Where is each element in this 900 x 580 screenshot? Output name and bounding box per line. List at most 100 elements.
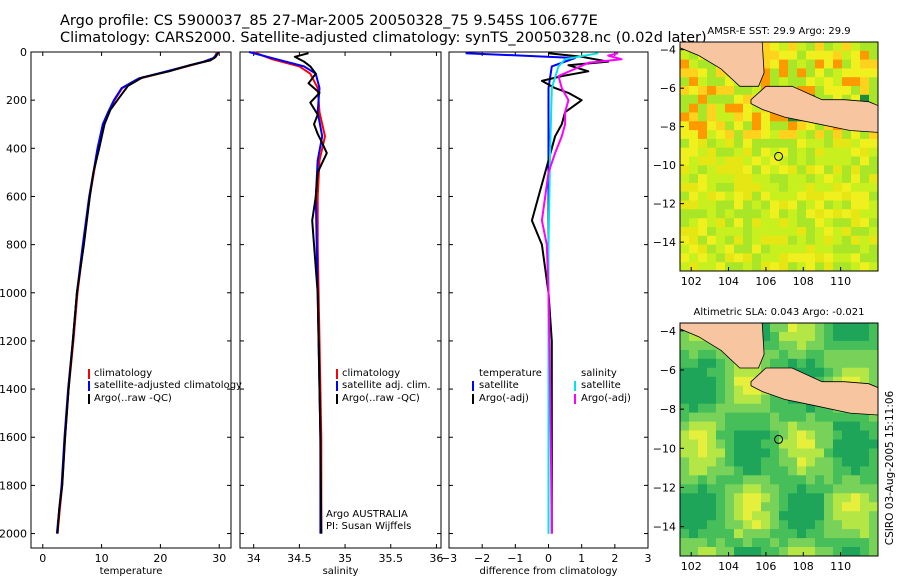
sst_map-cell bbox=[842, 156, 852, 166]
sla_map-cell bbox=[689, 547, 699, 556]
sst_map-cell bbox=[770, 209, 780, 219]
sst_map-cell bbox=[680, 68, 690, 78]
sst_map-cell bbox=[788, 218, 798, 228]
sst_map-cell bbox=[707, 182, 717, 193]
sla_map-cell bbox=[689, 520, 699, 530]
sst_map-cell bbox=[869, 182, 878, 193]
temperature-xlabel: temperature bbox=[100, 566, 163, 577]
sst_map-cell bbox=[860, 165, 870, 175]
sst_map-cell bbox=[707, 165, 717, 175]
sst_map-ytick-label: −8 bbox=[660, 121, 676, 134]
difference-legend-label: temperature bbox=[479, 368, 542, 379]
sla_map-cell bbox=[860, 493, 870, 503]
sst_map-cell bbox=[716, 138, 726, 149]
sst_map-cell bbox=[860, 59, 870, 69]
sst_map-cell bbox=[752, 218, 762, 228]
sla_map-cell bbox=[869, 520, 878, 530]
sst_map-cell bbox=[680, 86, 690, 96]
sst_map-cell bbox=[815, 182, 825, 193]
sst_map-cell bbox=[743, 200, 753, 210]
sst_map-cell bbox=[806, 218, 816, 228]
sst_map-cell bbox=[743, 191, 753, 201]
sst_map-cell bbox=[797, 59, 807, 69]
sla_map-cell bbox=[698, 358, 708, 369]
sst_map-cell bbox=[725, 200, 735, 210]
sst_map-cell bbox=[752, 112, 762, 122]
sla_map-cell bbox=[770, 475, 780, 485]
sla_map-cell bbox=[743, 484, 753, 494]
sla_map-cell bbox=[698, 484, 708, 494]
sla_map-cell bbox=[680, 394, 690, 405]
sst_map-cell bbox=[779, 42, 789, 52]
sst_map-cell bbox=[680, 103, 690, 113]
sla_map-cell bbox=[806, 466, 816, 476]
sst_map-cell bbox=[833, 130, 843, 140]
sst_map-cell bbox=[707, 130, 717, 140]
salinity-xtick-label: 36 bbox=[429, 552, 443, 565]
sst_map-cell bbox=[707, 112, 717, 122]
sst_map-cell bbox=[752, 165, 762, 175]
sla_map-cell bbox=[806, 502, 816, 512]
sla_map-cell bbox=[680, 403, 690, 414]
sla_map-cell bbox=[743, 466, 753, 476]
sst_map-cell bbox=[698, 227, 708, 237]
sla_map-cell bbox=[869, 323, 878, 333]
sst_map-cell bbox=[761, 227, 771, 237]
sst_map-cell bbox=[779, 244, 789, 254]
sst_map-cell bbox=[869, 42, 878, 52]
sla_map-cell bbox=[851, 332, 861, 342]
sst_map-cell bbox=[698, 182, 708, 193]
sst_map-cell bbox=[707, 200, 717, 210]
sla_map-cell bbox=[806, 547, 816, 556]
sla_map-cell bbox=[725, 511, 735, 521]
sla_map-cell bbox=[725, 358, 735, 369]
sst_map-cell bbox=[689, 86, 699, 96]
sst_map-cell bbox=[788, 235, 798, 246]
sst_map-cell bbox=[842, 191, 852, 201]
sla_map-cell bbox=[734, 403, 744, 414]
sst_map-cell bbox=[833, 138, 843, 149]
sla_map-cell bbox=[743, 520, 753, 530]
sla_map-cell bbox=[806, 340, 816, 351]
sst_map-cell bbox=[761, 174, 771, 184]
sst_map-cell bbox=[680, 165, 690, 175]
sla_map-cell bbox=[851, 547, 861, 556]
sla_map-cell bbox=[788, 502, 798, 512]
sla_map-cell bbox=[734, 529, 744, 539]
sst_map-cell bbox=[842, 138, 852, 149]
sst_map-cell bbox=[689, 121, 699, 131]
sst_map-cell bbox=[680, 191, 690, 201]
sst_map-cell bbox=[743, 244, 753, 254]
sst_map-cell bbox=[707, 68, 717, 78]
sla_map-cell bbox=[752, 538, 762, 548]
sst_map-cell bbox=[689, 50, 699, 61]
sst_map-cell bbox=[680, 227, 690, 237]
sst_map-cell bbox=[833, 191, 843, 201]
difference-series-2 bbox=[547, 52, 599, 534]
temperature-panel: 0 10 20 30 0 200 400 600 800 1000 1200 1400 1600 1800… bbox=[0, 46, 242, 577]
sst_map-cell bbox=[797, 200, 807, 210]
sla_map-cell bbox=[743, 511, 753, 521]
sla_map-cell bbox=[779, 358, 789, 369]
sla_map-xtick-label: 102 bbox=[681, 560, 702, 573]
sla_map-cell bbox=[869, 376, 878, 387]
sst_map-cell bbox=[833, 42, 843, 52]
sst_map-cell bbox=[788, 165, 798, 175]
sla_map-cell bbox=[725, 421, 735, 432]
temperature-ytick-label: 1000 bbox=[0, 287, 27, 300]
sla_map-cell bbox=[680, 493, 690, 503]
sst_map-cell bbox=[842, 68, 852, 78]
sla_map-cell bbox=[752, 457, 762, 467]
sst_map-cell bbox=[743, 103, 753, 113]
sla_map-cell bbox=[788, 466, 798, 476]
sst_map-cell bbox=[698, 235, 708, 246]
sst_map-cell bbox=[779, 218, 789, 228]
sla_map-cell bbox=[689, 340, 699, 351]
sst_map-cell bbox=[842, 86, 852, 96]
sst_map-cell bbox=[851, 165, 861, 175]
sla_map-cell bbox=[707, 457, 717, 467]
sst_map-cell bbox=[761, 209, 771, 219]
sst_map-cell bbox=[815, 235, 825, 246]
sst_map-cell bbox=[743, 227, 753, 237]
sst_map-cell bbox=[707, 191, 717, 201]
